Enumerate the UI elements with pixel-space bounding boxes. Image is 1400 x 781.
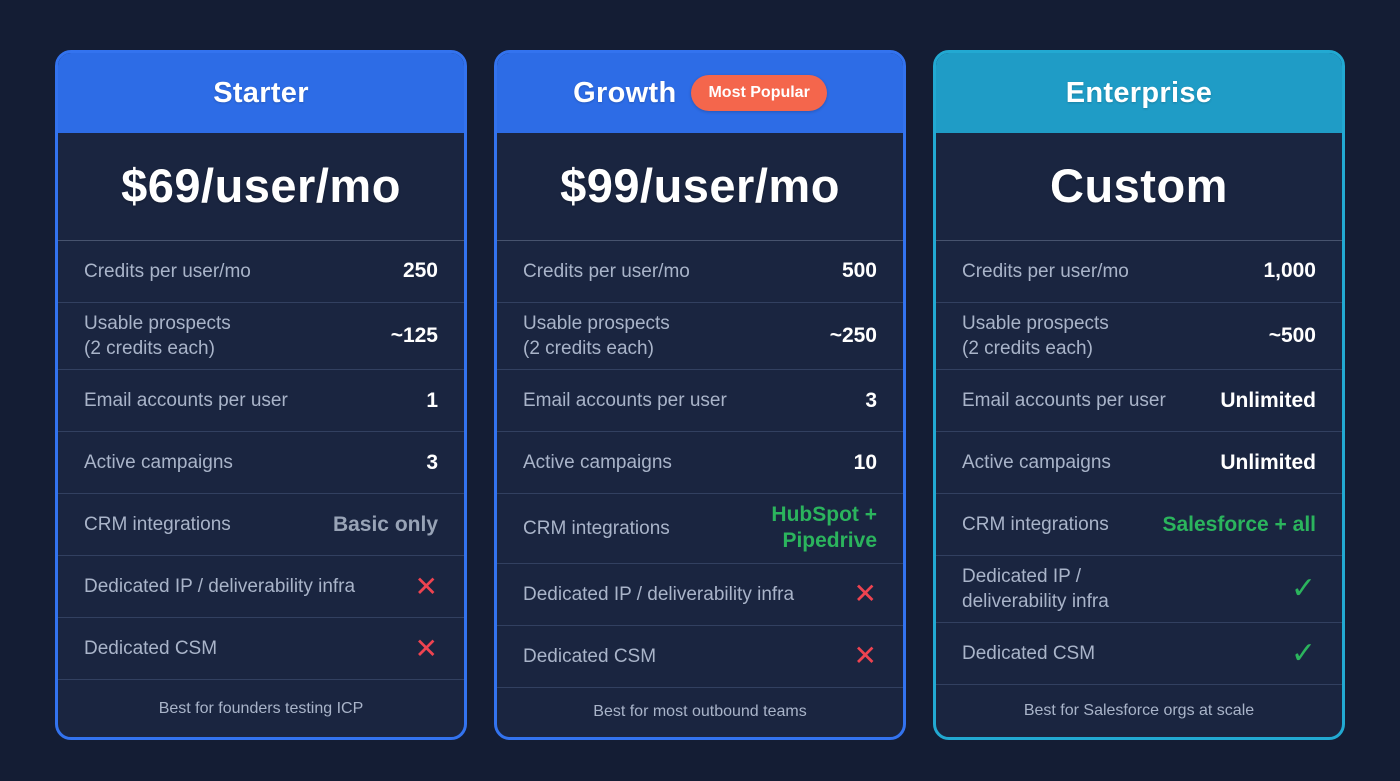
plan-title: Enterprise: [1065, 76, 1213, 109]
feature-row: Credits per user/mo 250: [58, 241, 464, 303]
feature-value: Unlimited: [1220, 450, 1316, 474]
cross-icon: ✕: [853, 578, 877, 610]
plan-price: $99/user/mo: [497, 133, 903, 241]
feature-row: Dedicated CSM ✓: [936, 623, 1342, 686]
feature-value: HubSpot + Pipedrive: [771, 503, 877, 553]
feature-label: Dedicated CSM: [962, 643, 1096, 665]
feature-row: Active campaigns 3: [58, 432, 464, 495]
feature-row: CRM integrations Basic only: [58, 494, 464, 557]
feature-value: 3: [426, 450, 438, 474]
plan-rows: Credits per user/mo 250 Usable prospects…: [58, 241, 464, 681]
feature-label: CRM integrations: [962, 514, 1109, 536]
plan-header: Growth Most Popular: [497, 53, 903, 133]
plan-title: Growth: [573, 76, 677, 109]
feature-row: Credits per user/mo 1,000: [936, 241, 1342, 303]
cross-icon: ✕: [414, 632, 438, 664]
feature-label: Active campaigns: [962, 452, 1111, 474]
plan-title: Starter: [213, 76, 309, 109]
feature-value: ~250: [829, 323, 877, 347]
most-popular-badge: Most Popular: [691, 75, 827, 111]
feature-label: Dedicated CSM: [84, 638, 218, 660]
check-icon: ✓: [1290, 572, 1316, 606]
feature-label: Email accounts per user: [962, 390, 1166, 412]
feature-label: Email accounts per user: [84, 390, 288, 412]
feature-row: CRM integrations HubSpot + Pipedrive: [497, 494, 903, 564]
feature-label: Dedicated IP / deliverability infra: [962, 566, 1109, 613]
feature-row: Dedicated CSM ✕: [58, 618, 464, 681]
plan-header: Starter: [58, 53, 464, 133]
feature-label: Dedicated CSM: [523, 645, 657, 667]
feature-row: Email accounts per user 3: [497, 370, 903, 433]
plan-rows: Credits per user/mo 500 Usable prospects…: [497, 241, 903, 688]
feature-label: Dedicated IP / deliverability infra: [523, 583, 795, 605]
feature-label: Credits per user/mo: [962, 260, 1129, 282]
feature-label: Credits per user/mo: [84, 260, 251, 282]
feature-value: 250: [402, 259, 438, 283]
plan-price: $69/user/mo: [58, 133, 464, 241]
feature-label: Usable prospects (2 credits each): [962, 313, 1109, 360]
plan-card-starter: Starter $69/user/mo Credits per user/mo …: [55, 50, 467, 740]
feature-value: Salesforce + all: [1162, 512, 1316, 536]
plan-card-growth: Growth Most Popular $99/user/mo Credits …: [494, 50, 906, 740]
plan-footer: Best for most outbound teams: [593, 703, 807, 721]
feature-row: Email accounts per user 1: [58, 370, 464, 433]
plan-price: Custom: [936, 133, 1342, 241]
feature-value: ~500: [1268, 323, 1316, 347]
plan-header: Enterprise: [936, 53, 1342, 133]
check-icon: ✓: [1290, 636, 1316, 670]
feature-row: Dedicated IP / deliverability infra ✓: [936, 556, 1342, 624]
plan-card-enterprise: Enterprise Custom Credits per user/mo 1,…: [933, 50, 1345, 740]
feature-value: ~125: [390, 323, 438, 347]
feature-label: Usable prospects (2 credits each): [84, 313, 231, 360]
cross-icon: ✕: [414, 570, 438, 602]
feature-row: Dedicated CSM ✕: [497, 626, 903, 688]
feature-value: 500: [841, 259, 877, 283]
feature-row: Dedicated IP / deliverability infra ✕: [497, 564, 903, 626]
feature-value: Unlimited: [1220, 388, 1316, 412]
feature-value: 1: [426, 388, 438, 412]
feature-row: Active campaigns 10: [497, 432, 903, 495]
feature-label: CRM integrations: [84, 514, 231, 536]
feature-value: 10: [853, 450, 877, 474]
feature-label: Active campaigns: [84, 452, 233, 474]
feature-label: CRM integrations: [523, 517, 670, 539]
feature-label: Usable prospects (2 credits each): [523, 313, 670, 360]
feature-row: Usable prospects (2 credits each) ~500: [936, 303, 1342, 371]
feature-label: Dedicated IP / deliverability infra: [84, 576, 356, 598]
plan-footer: Best for Salesforce orgs at scale: [1023, 702, 1255, 720]
feature-row: CRM integrations Salesforce + all: [936, 494, 1342, 557]
feature-row: Active campaigns Unlimited: [936, 432, 1342, 495]
feature-value: 3: [865, 388, 877, 412]
cross-icon: ✕: [853, 640, 877, 672]
feature-row: Dedicated IP / deliverability infra ✕: [58, 556, 464, 619]
feature-value: Basic only: [332, 512, 438, 536]
feature-row: Credits per user/mo 500: [497, 241, 903, 303]
plan-rows: Credits per user/mo 1,000 Usable prospec…: [936, 241, 1342, 686]
feature-label: Email accounts per user: [523, 390, 727, 412]
feature-row: Usable prospects (2 credits each) ~125: [58, 303, 464, 371]
plan-footer: Best for founders testing ICP: [158, 699, 364, 717]
feature-row: Usable prospects (2 credits each) ~250: [497, 303, 903, 371]
feature-label: Credits per user/mo: [523, 260, 690, 282]
feature-row: Email accounts per user Unlimited: [936, 370, 1342, 433]
feature-label: Active campaigns: [523, 452, 672, 474]
feature-value: 1,000: [1263, 259, 1316, 283]
